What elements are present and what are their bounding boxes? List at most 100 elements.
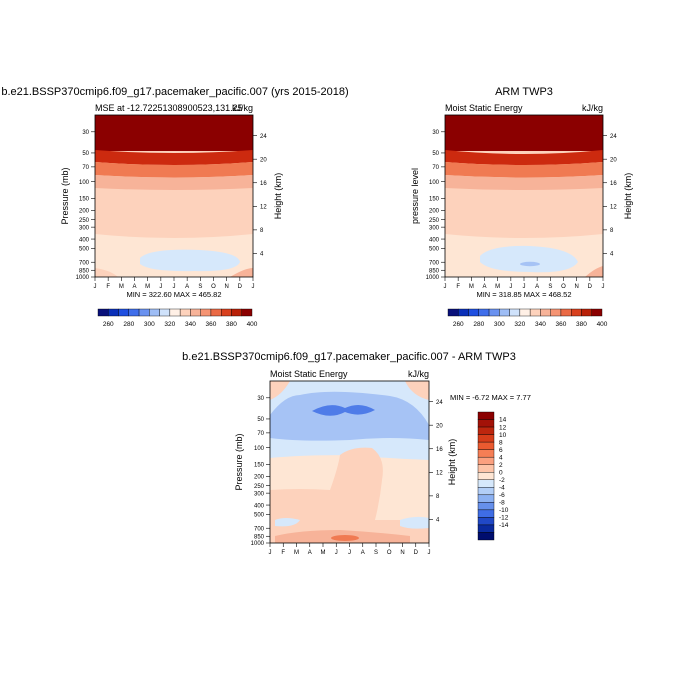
colorbar-label: 300 xyxy=(494,321,505,328)
x-tick-label: A xyxy=(482,284,486,290)
colorbar-label: -14 xyxy=(499,522,509,529)
x-tick-label: D xyxy=(238,284,243,290)
y2-tick-label: 24 xyxy=(436,400,443,406)
y2-tick-label: 20 xyxy=(436,423,443,429)
colorbar-swatch xyxy=(149,308,160,317)
y-tick-label: 300 xyxy=(254,491,265,497)
x-tick-label: O xyxy=(387,550,392,556)
colorbar-label: 300 xyxy=(144,321,155,328)
y-tick-label: 850 xyxy=(254,534,265,540)
panel2-plot xyxy=(444,114,604,278)
panel-obs: ARM TWP3 Moist Static Energy kJ/kg press… xyxy=(410,86,633,328)
panel-diff: b.e21.BSSP370cmip6.f09_g17.pacemaker_pac… xyxy=(182,351,531,556)
y-tick-label: 850 xyxy=(429,268,440,274)
x-tick-label: N xyxy=(574,284,578,290)
x-tick-label: M xyxy=(469,284,474,290)
colorbar-swatch xyxy=(220,308,232,317)
colorbar-swatch xyxy=(477,426,495,435)
y2-tick-label: 16 xyxy=(436,447,443,453)
panel1-minmax: MIN = 322.60 MAX = 465.82 xyxy=(126,290,221,299)
colorbar-swatch xyxy=(477,411,495,420)
panel2-subtitle-right: kJ/kg xyxy=(582,103,603,113)
y-tick-label: 70 xyxy=(432,165,439,171)
panel2-band-orange xyxy=(445,162,603,178)
x-tick-label: M xyxy=(145,284,150,290)
panel3-corner-tl xyxy=(270,381,290,400)
y-tick-label: 500 xyxy=(429,246,440,252)
y-tick-label: 30 xyxy=(82,130,89,136)
colorbar-label: -8 xyxy=(499,500,505,507)
colorbar-swatch xyxy=(560,308,572,317)
colorbar-label: 400 xyxy=(597,321,608,328)
colorbar-swatch xyxy=(97,308,109,317)
y-tick-label: 250 xyxy=(254,484,265,490)
colorbar-swatch xyxy=(190,308,201,317)
panel3-subtitle-right: kJ/kg xyxy=(408,369,429,379)
colorbar-swatch xyxy=(231,308,242,317)
x-tick-label: F xyxy=(281,550,285,556)
y-tick-label: 400 xyxy=(79,237,90,243)
colorbar-label: -2 xyxy=(499,477,505,484)
colorbar-label: 280 xyxy=(473,321,484,328)
colorbar-label: 12 xyxy=(499,424,507,431)
y2-tick-label: 12 xyxy=(260,205,267,211)
panel2-top-dark xyxy=(445,115,603,151)
colorbar-swatch xyxy=(458,308,469,317)
panel2-subtitle-left: Moist Static Energy xyxy=(445,103,523,113)
colorbar-swatch xyxy=(159,308,171,317)
y-tick-label: 400 xyxy=(429,237,440,243)
colorbar-label: 0 xyxy=(499,469,503,476)
colorbar-swatch xyxy=(241,308,253,317)
y-tick-label: 1000 xyxy=(426,275,440,281)
colorbar-swatch xyxy=(477,517,495,526)
x-tick-label: N xyxy=(224,284,228,290)
y-tick-label: 50 xyxy=(432,151,439,157)
panel3-upper-midblue xyxy=(270,391,429,441)
y-tick-label: 500 xyxy=(79,246,90,252)
panel1-bottom-right xyxy=(230,268,253,277)
y2-tick-label: 24 xyxy=(260,134,267,140)
x-tick-label: J xyxy=(159,284,162,290)
y-tick-label: 250 xyxy=(79,218,90,224)
colorbar-swatch xyxy=(128,308,140,317)
colorbar-label: 280 xyxy=(123,321,134,328)
y-tick-label: 30 xyxy=(257,396,264,402)
y-tick-label: 200 xyxy=(79,209,90,215)
colorbar-swatch xyxy=(477,456,495,465)
x-tick-label: S xyxy=(548,284,552,290)
panel3-subtitle-left: Moist Static Energy xyxy=(270,369,348,379)
panel1-subtitle-right: kJ/kg xyxy=(232,103,253,113)
colorbar-swatch xyxy=(477,434,495,443)
panel1-band-red xyxy=(95,150,253,165)
panel2-y2label: Height (km) xyxy=(623,173,633,220)
colorbar-swatch xyxy=(477,441,495,450)
y-tick-label: 300 xyxy=(429,225,440,231)
y2-tick-label: 16 xyxy=(610,181,617,187)
colorbar-label: 340 xyxy=(535,321,546,328)
colorbar-label: 6 xyxy=(499,447,503,454)
colorbar-swatch xyxy=(499,308,510,317)
colorbar-swatch xyxy=(477,524,495,533)
colorbar-swatch xyxy=(550,308,562,317)
y-tick-label: 50 xyxy=(257,417,264,423)
panel2-band-red xyxy=(445,150,603,165)
panel3-bottom-orange xyxy=(331,535,359,541)
colorbar-swatch xyxy=(169,308,181,317)
panel3-ylabel: Pressure (mb) xyxy=(234,433,244,490)
colorbar-label: -10 xyxy=(499,507,509,514)
y2-tick-label: 12 xyxy=(436,471,443,477)
y-tick-label: 200 xyxy=(254,475,265,481)
panel1-top-dark xyxy=(95,115,253,151)
colorbar-swatch xyxy=(477,487,495,496)
colorbar-label: 320 xyxy=(514,321,525,328)
y-tick-label: 700 xyxy=(79,260,90,266)
colorbar-swatch xyxy=(571,308,582,317)
x-tick-label: J xyxy=(602,284,605,290)
x-tick-label: D xyxy=(414,550,419,556)
x-tick-label: J xyxy=(173,284,176,290)
x-tick-label: S xyxy=(374,550,378,556)
colorbar-label: 380 xyxy=(576,321,587,328)
y-tick-label: 500 xyxy=(254,512,265,518)
y2-tick-label: 16 xyxy=(260,181,267,187)
